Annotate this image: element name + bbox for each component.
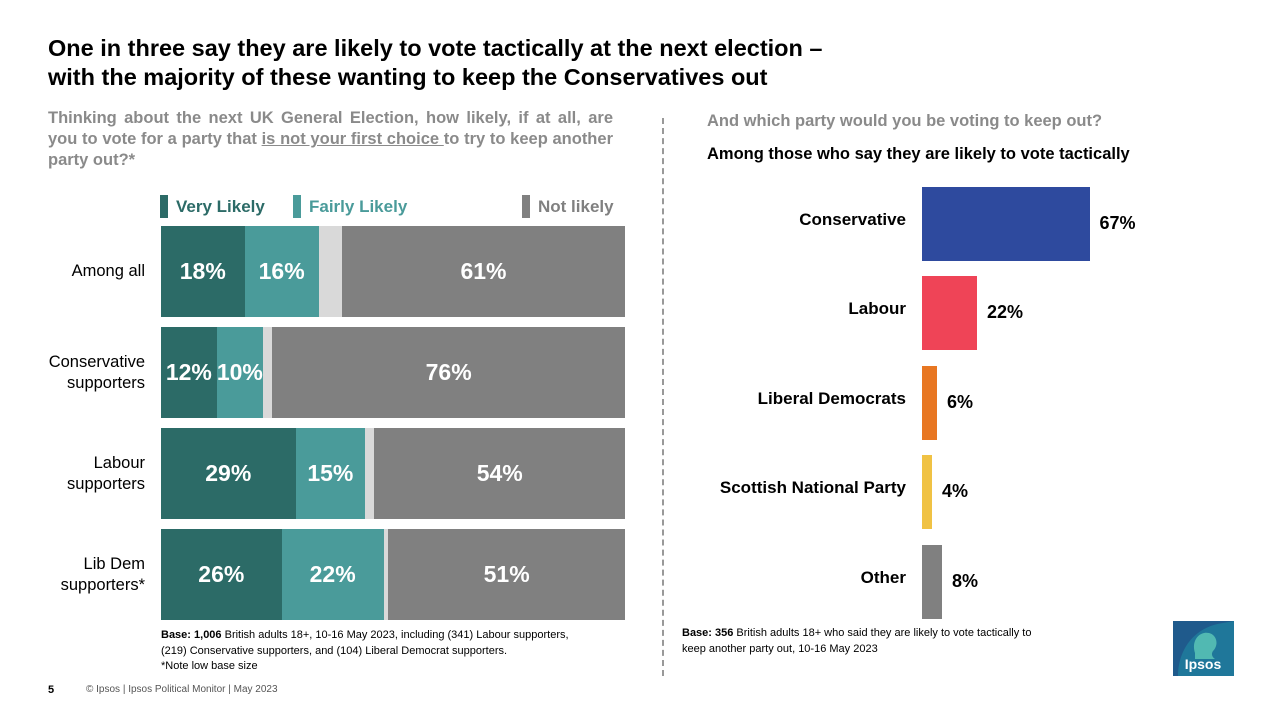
row-label-line: supporters [67,474,145,493]
bar-segment: 54% [374,428,625,519]
party-label: Liberal Democrats [757,389,906,408]
legend-label-fairly-likely: Fairly Likely [309,197,408,216]
bar-segment [318,226,342,317]
party-value-label: 8% [952,571,979,591]
row-label: Among all [0,261,145,282]
party-label: Labour [848,299,906,318]
bar-segment: 12% [161,327,217,418]
title-line-1: One in three say they are likely to vote… [48,35,823,61]
row-label-line: supporters* [60,575,145,594]
row-label-line: Among all [71,262,145,280]
row-label-line: Lib Dem [83,554,145,573]
bar-value-label: 18% [179,258,226,284]
row-label: Conservative supporters [0,352,145,394]
question-underlined: is not your first choice [261,130,444,148]
bar-value-label: 51% [483,561,530,587]
bar-value-label: 12% [165,359,212,385]
party-bar [922,276,977,350]
right-base-note: Base: 356 British adults 18+ who said th… [682,626,1102,657]
legend-swatch-very-likely [160,195,168,218]
page-number: 5 [48,684,55,696]
left-base-line-1-bold: Base: 1,006 [161,629,222,641]
bar-value-label: 54% [476,460,523,486]
row-label-line: Labour [93,453,145,472]
bar-segment: 22% [281,529,384,620]
party-bar [922,545,942,619]
left-base-line-1: Base: 1,006 British adults 18+, 10-16 Ma… [161,628,651,644]
bar-value-label: 16% [258,258,305,284]
party-label: Conservative [799,210,906,229]
party-bar [922,187,1090,261]
party-value-label: 67% [1099,213,1136,233]
bar-value-label: 29% [205,460,252,486]
bar-value-label: 10% [216,359,263,385]
row-label-line: Conservative [48,352,145,371]
bar-value-label: 15% [307,460,354,486]
ipsos-logo: Ipsos [1173,621,1234,676]
footer-copyright: © Ipsos | Ipsos Political Monitor | May … [86,684,278,695]
row-label: Labour supporters [0,453,145,495]
bar-value-label: 76% [425,359,472,385]
legend-swatch-not-likely [522,195,530,218]
ipsos-logo-graphic: Ipsos [1173,621,1234,676]
bar-segment [263,327,273,418]
legend-swatch-fairly-likely [293,195,301,218]
bar-segment: 51% [388,529,625,620]
right-question: And which party would you be voting to k… [707,112,1103,130]
bar-segment: 16% [244,226,319,317]
party-value-label: 4% [942,481,969,501]
party-bar [922,366,937,440]
right-base-line-1-bold: Base: 356 [682,627,734,639]
right-base-line-1-text: British adults 18+ who said they are lik… [733,627,1032,639]
party-value-label: 6% [947,392,974,412]
bar-segment: 26% [161,529,282,620]
row-label-line: supporters [67,373,145,392]
title-line-2: with the majority of these wanting to ke… [48,64,768,90]
bar-segment: 15% [295,428,366,519]
right-subtitle: Among those who say they are likely to v… [707,145,1130,163]
question-part1: Thinking about the next UK General Elect… [48,109,613,148]
bar-segment [383,529,389,620]
party-label: Scottish National Party [719,478,906,497]
right-base-line-2: keep another party out, 10-16 May 2023 [682,642,878,655]
bar-segment: 18% [161,226,245,317]
left-base-note: Base: 1,006 British adults 18+, 10-16 Ma… [161,628,651,675]
left-base-line-1-text: British adults 18+, 10-16 May 2023, incl… [221,629,569,641]
legend-not-likely: Not likely [522,195,632,218]
ipsos-logo-text: Ipsos [1185,656,1222,672]
bar-value-label: 22% [309,561,356,587]
legend-label-very-likely: Very Likely [176,197,265,216]
bar-segment: 29% [161,428,296,519]
right-base-line-1: Base: 356 British adults 18+ who said th… [682,626,1102,642]
legend-fairly-likely: Fairly Likely [293,195,433,218]
legend-label-not-likely: Not likely [538,197,614,216]
section-divider [662,118,664,676]
bar-segment [365,428,375,519]
legend-very-likely: Very Likely [160,195,290,218]
bar-segment: 76% [272,327,625,418]
bar-segment: 10% [216,327,264,418]
left-question: Thinking about the next UK General Elect… [48,108,613,171]
bar-segment: 61% [341,226,625,317]
party-label: Other [860,568,906,587]
party-bar [922,455,932,529]
left-base-line-3: *Note low base size [161,660,258,672]
bar-value-label: 61% [460,258,507,284]
row-label: Lib Dem supporters* [0,554,145,596]
party-value-label: 22% [987,302,1024,322]
left-base-line-2: (219) Conservative supporters, and (104)… [161,644,508,657]
slide-title: One in three say they are likely to vote… [48,34,968,92]
question-part2: to try to keep another party out?* [48,130,613,169]
bar-value-label: 26% [198,561,245,587]
